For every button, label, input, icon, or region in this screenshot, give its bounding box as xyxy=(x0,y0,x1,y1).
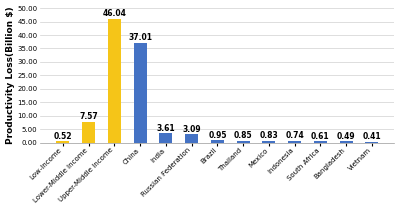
Bar xyxy=(211,140,224,143)
Bar xyxy=(108,19,121,143)
Text: 46.04: 46.04 xyxy=(102,9,126,18)
Bar xyxy=(237,140,250,143)
Text: 0.95: 0.95 xyxy=(208,131,227,140)
Bar xyxy=(340,141,352,143)
Text: 0.49: 0.49 xyxy=(337,132,356,141)
Bar xyxy=(185,134,198,143)
Bar xyxy=(134,43,146,143)
Bar xyxy=(366,142,378,143)
Text: 0.83: 0.83 xyxy=(260,131,278,140)
Bar xyxy=(314,141,327,143)
Text: 3.61: 3.61 xyxy=(156,124,175,133)
Bar xyxy=(56,141,69,143)
Text: 7.57: 7.57 xyxy=(79,112,98,121)
Text: 0.74: 0.74 xyxy=(285,131,304,140)
Bar xyxy=(262,141,275,143)
Text: 0.61: 0.61 xyxy=(311,132,330,141)
Text: 0.41: 0.41 xyxy=(362,132,381,141)
Bar xyxy=(82,122,95,143)
Y-axis label: Productivity Loss(Billion $): Productivity Loss(Billion $) xyxy=(6,7,14,144)
Text: 0.85: 0.85 xyxy=(234,131,252,140)
Bar xyxy=(288,141,301,143)
Text: 3.09: 3.09 xyxy=(182,125,201,134)
Text: 37.01: 37.01 xyxy=(128,33,152,42)
Bar xyxy=(160,133,172,143)
Text: 0.52: 0.52 xyxy=(54,132,72,141)
